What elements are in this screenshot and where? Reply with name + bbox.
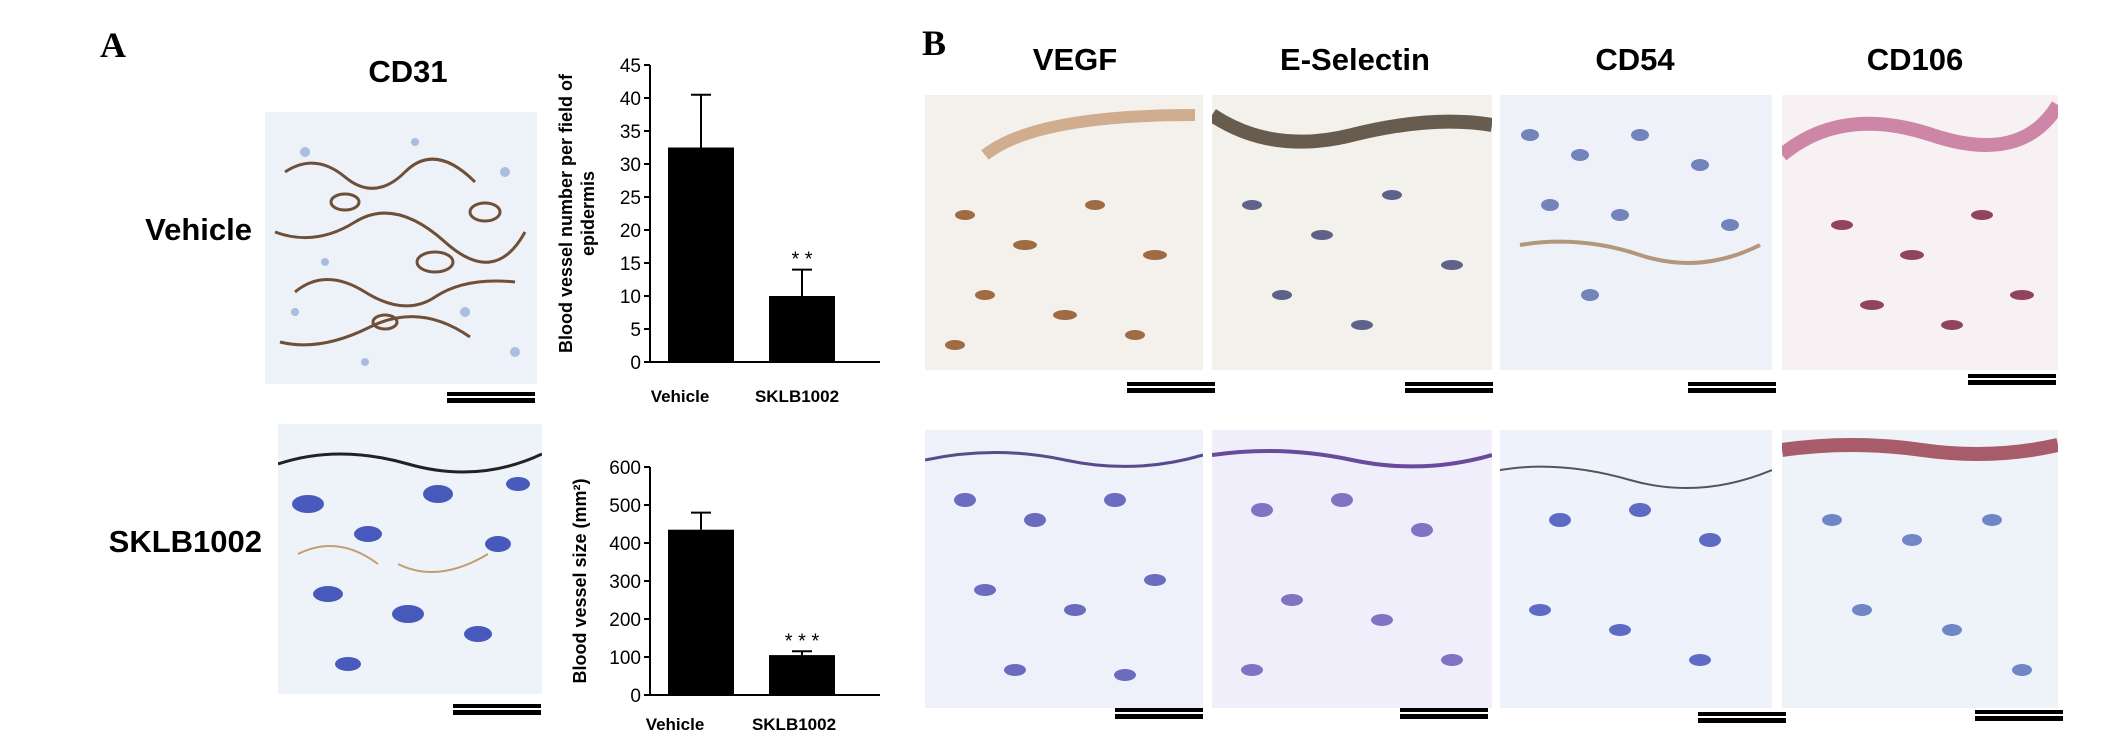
y-tick-label: 40 [620, 89, 641, 110]
panel-letter-a: A [100, 25, 126, 65]
significance-marker: * * [791, 249, 812, 271]
y-axis-label: Blood vessel number per field of [556, 73, 576, 353]
e-selectin-vehicle-texture [1212, 95, 1492, 370]
cd31-sklb1002-micrograph [278, 424, 542, 694]
bar [668, 529, 734, 695]
y-tick-label: 0 [630, 353, 641, 374]
panel-letter-b: B [922, 23, 947, 63]
scale-bar [1688, 382, 1776, 393]
y-axis-label: Blood vessel size (mm²) [570, 478, 590, 683]
scale-bar [453, 704, 541, 715]
cd106-vehicle-micrograph [1782, 95, 2058, 370]
cd31-vehicle-texture [265, 112, 537, 384]
y-tick-label: 0 [630, 686, 641, 707]
y-tick-label: 300 [609, 572, 641, 593]
y-tick-label: 100 [609, 648, 641, 669]
category-label: Vehicle [646, 715, 705, 734]
row-label-vehicle: Vehicle [145, 212, 252, 247]
cd106-vehicle-texture [1782, 95, 2058, 370]
column-title-e-selectin: E-Selectin [1280, 42, 1430, 77]
category-label: Vehicle [651, 387, 710, 406]
cd54-sklb1002-micrograph [1500, 430, 1772, 708]
column-title-cd31: CD31 [368, 54, 448, 89]
y-tick-label: 30 [620, 155, 641, 176]
e-selectin-sklb1002-texture [1212, 430, 1492, 708]
scale-bar [1968, 374, 2056, 385]
column-title-cd106: CD106 [1866, 42, 1964, 77]
y-tick-label: 10 [620, 287, 641, 308]
scale-bar [1115, 708, 1203, 719]
scale-bar [447, 392, 535, 403]
vegf-vehicle-micrograph [925, 95, 1203, 370]
cd54-sklb1002-texture [1500, 430, 1772, 708]
scale-bar [1400, 708, 1488, 719]
cd106-sklb1002-texture [1782, 430, 2058, 708]
y-tick-label: 500 [609, 496, 641, 517]
scale-bar [1405, 382, 1493, 393]
vegf-sklb1002-micrograph [925, 430, 1203, 708]
y-tick-label: 600 [609, 458, 641, 479]
category-label: SKLB1002 [752, 715, 836, 734]
cd54-vehicle-texture [1500, 95, 1772, 370]
e-selectin-vehicle-micrograph [1212, 95, 1492, 370]
vegf-vehicle-texture [925, 95, 1203, 370]
y-axis-label: epidermis [578, 171, 598, 256]
scale-bar [1127, 382, 1215, 393]
scale-bar [1698, 712, 1786, 723]
y-tick-label: 35 [620, 122, 641, 143]
scale-bar [1975, 710, 2063, 721]
cd31-vehicle-micrograph [265, 112, 537, 384]
cd54-vehicle-micrograph [1500, 95, 1772, 370]
y-tick-label: 20 [620, 221, 641, 242]
column-title-cd54: CD54 [1595, 42, 1675, 77]
y-tick-label: 45 [620, 56, 641, 77]
y-tick-label: 400 [609, 534, 641, 555]
y-tick-label: 25 [620, 188, 641, 209]
bar [668, 147, 734, 362]
e-selectin-sklb1002-micrograph [1212, 430, 1492, 708]
y-tick-label: 200 [609, 610, 641, 631]
vegf-sklb1002-texture [925, 430, 1203, 708]
vessel-size-chart: 0 100 200 300 400 500 600 Blood vessel size (mm… [570, 458, 880, 734]
bar [769, 296, 835, 362]
y-tick-label: 5 [630, 320, 641, 341]
category-label: SKLB1002 [755, 387, 839, 406]
row-label-sklb1002: SKLB1002 [108, 524, 262, 559]
column-title-vegf: VEGF [1032, 42, 1118, 77]
vessel-number-chart: 0 5 10 15 20 25 30 35 40 45 Blood vessel number pe… [556, 56, 880, 406]
cd106-sklb1002-micrograph [1782, 430, 2058, 708]
cd31-sklb1002-texture [278, 424, 542, 694]
significance-marker: * * * [785, 630, 820, 652]
bar [769, 655, 835, 695]
y-tick-label: 15 [620, 254, 641, 275]
